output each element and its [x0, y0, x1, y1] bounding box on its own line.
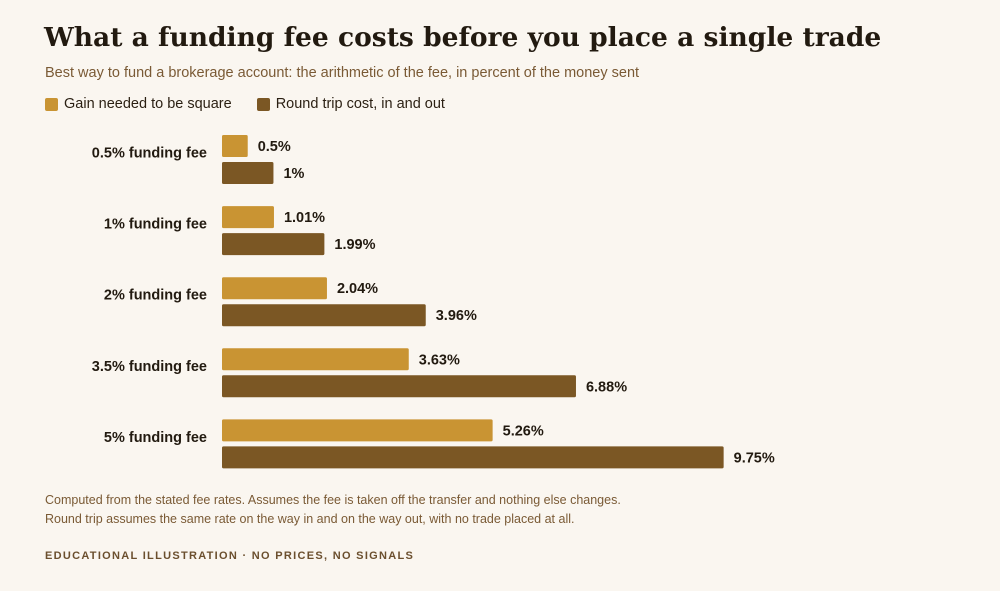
chart-subtitle: Best way to fund a brokerage account: th… — [45, 65, 640, 81]
legend-label-gain: Gain needed to be square — [64, 96, 232, 112]
bar-gain — [222, 135, 248, 157]
bar-roundtrip — [222, 304, 426, 327]
value-label-gain: 3.63% — [419, 352, 460, 368]
category-label: 2% funding fee — [104, 288, 207, 304]
chart-title: What a funding fee costs before you plac… — [44, 22, 882, 53]
legend-swatch-roundtrip — [256, 97, 270, 111]
value-label-roundtrip: 1% — [283, 166, 304, 182]
bar-roundtrip — [222, 162, 274, 184]
value-label-roundtrip: 3.96% — [436, 308, 477, 324]
footnote-roundtrip: Round trip assumes the same rate on the … — [45, 512, 575, 526]
bar-roundtrip — [222, 233, 325, 256]
category-label: 5% funding fee — [104, 430, 207, 446]
bar-gain — [222, 348, 409, 371]
legend-item-roundtrip: Round trip cost, in and out — [256, 96, 445, 112]
bar-roundtrip — [222, 446, 724, 469]
value-label-roundtrip: 1.99% — [334, 237, 375, 253]
legend: Gain needed to be square Round trip cost… — [45, 96, 470, 112]
value-label-gain: 5.26% — [503, 423, 544, 439]
bar-roundtrip — [222, 375, 576, 398]
value-label-roundtrip: 9.75% — [734, 450, 775, 466]
category-label: 0.5% funding fee — [92, 146, 207, 162]
value-label-roundtrip: 6.88% — [586, 379, 627, 395]
category-label: 1% funding fee — [104, 217, 207, 233]
value-label-gain: 2.04% — [337, 281, 378, 297]
value-label-gain: 1.01% — [284, 210, 325, 226]
value-label-gain: 0.5% — [258, 139, 291, 155]
footer-disclaimer: EDUCATIONAL ILLUSTRATION · NO PRICES, NO… — [45, 550, 415, 562]
legend-label-roundtrip: Round trip cost, in and out — [275, 96, 445, 112]
legend-swatch-gain — [45, 97, 58, 111]
bar-gain — [222, 206, 274, 229]
category-label: 3.5% funding fee — [92, 359, 207, 375]
legend-item-gain: Gain needed to be square — [45, 96, 232, 112]
bar-gain — [222, 419, 493, 442]
footnote-method: Computed from the stated fee rates. Assu… — [45, 493, 621, 507]
bar-gain — [222, 277, 327, 300]
